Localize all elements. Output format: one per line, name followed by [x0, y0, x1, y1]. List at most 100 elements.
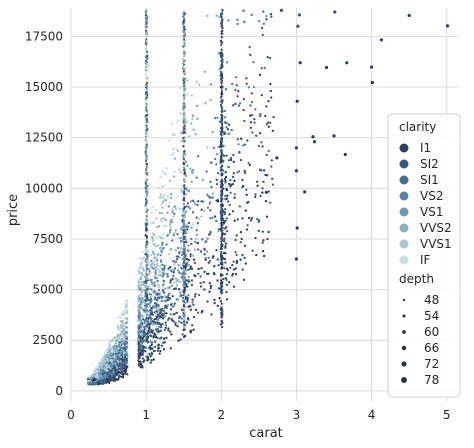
data-point [152, 221, 155, 224]
data-point [256, 184, 259, 187]
data-point [112, 371, 115, 374]
data-point [159, 266, 162, 269]
data-point [215, 219, 218, 223]
data-point [224, 227, 227, 230]
data-point [154, 335, 158, 338]
data-point [213, 265, 216, 268]
data-point [162, 199, 166, 202]
data-point [271, 129, 274, 132]
data-point [242, 9, 245, 12]
data-point [114, 342, 117, 345]
data-point [164, 326, 167, 329]
data-point [149, 305, 152, 308]
data-point [247, 201, 250, 204]
data-point [177, 119, 181, 122]
data-point [142, 269, 145, 272]
data-point [150, 288, 153, 291]
data-point [260, 94, 263, 97]
data-point [199, 281, 202, 285]
data-point [179, 112, 182, 115]
data-point [155, 266, 158, 269]
data-point [224, 245, 227, 248]
data-point [142, 259, 145, 262]
data-point [223, 109, 226, 113]
data-point [167, 317, 171, 320]
data-point [213, 298, 216, 301]
data-point [158, 293, 161, 296]
data-point [152, 282, 155, 285]
data-point [117, 324, 120, 327]
data-point [110, 339, 113, 342]
data-point [271, 183, 275, 186]
data-point [163, 224, 166, 228]
data-point [124, 306, 127, 309]
data-point [156, 327, 159, 330]
data-point [174, 261, 177, 264]
data-point [169, 313, 172, 316]
data-point [208, 233, 211, 236]
data-point [156, 321, 159, 324]
data-point [189, 207, 192, 210]
data-point [122, 338, 125, 341]
data-point [224, 116, 227, 119]
data-point [241, 144, 245, 147]
data-point [227, 159, 231, 162]
data-point [232, 172, 235, 175]
data-point [215, 249, 218, 252]
data-point [179, 338, 182, 341]
data-point [259, 113, 262, 116]
data-point [169, 229, 172, 232]
data-point [174, 277, 177, 280]
data-point [179, 294, 183, 297]
data-point [156, 259, 159, 262]
data-point [180, 247, 183, 250]
data-point [109, 369, 112, 372]
data-point [148, 273, 151, 276]
data-point [252, 61, 255, 64]
data-point [189, 265, 192, 268]
data-point [195, 104, 199, 107]
data-point [138, 319, 141, 322]
data-point [197, 155, 200, 158]
data-point [152, 350, 155, 353]
data-point [268, 56, 272, 60]
data-point [189, 253, 192, 256]
data-point [144, 350, 147, 353]
data-point [200, 200, 203, 203]
data-point [227, 132, 230, 135]
data-point [165, 336, 168, 339]
data-point [164, 300, 167, 303]
data-point [222, 251, 225, 254]
data-point [186, 300, 189, 304]
data-point [262, 239, 265, 242]
data-point [269, 201, 272, 204]
data-point [179, 280, 182, 283]
data-point [218, 297, 221, 300]
data-point [151, 347, 154, 350]
data-point [141, 303, 144, 306]
data-point [121, 354, 124, 357]
data-point [231, 263, 234, 267]
data-point [190, 180, 193, 183]
data-point [213, 273, 216, 276]
data-point [228, 213, 231, 216]
data-point [162, 232, 165, 235]
data-point [102, 382, 105, 385]
data-point [140, 301, 143, 304]
data-point [229, 191, 232, 194]
data-point [124, 322, 127, 325]
data-point [125, 308, 128, 312]
data-point [160, 203, 163, 206]
data-point [94, 367, 97, 370]
data-point [243, 20, 246, 23]
data-point [206, 237, 209, 240]
data-point [176, 121, 179, 124]
data-point [156, 349, 159, 352]
data-point [217, 287, 221, 290]
data-point [161, 201, 164, 204]
data-point [185, 205, 188, 208]
data-point [224, 181, 227, 184]
data-point [261, 230, 264, 233]
data-point [206, 146, 209, 149]
data-point [153, 332, 156, 336]
